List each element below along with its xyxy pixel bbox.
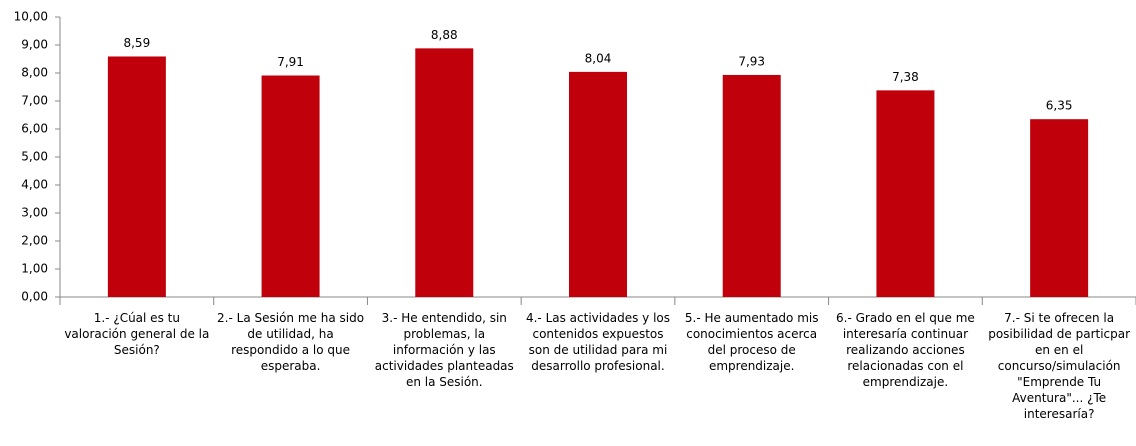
y-tick-label: 1,00 [21, 262, 48, 276]
bar [261, 75, 320, 298]
x-tick-label: 6.- Grado en el que me interesaría conti… [836, 311, 975, 389]
y-tick-label: 6,00 [21, 122, 48, 136]
bar [415, 48, 474, 297]
y-tick-label: 2,00 [21, 234, 48, 248]
x-tick-label: 2.- La Sesión me ha sido de utilidad, ha… [217, 311, 365, 373]
value-label: 8,88 [431, 28, 458, 42]
value-label: 7,38 [892, 70, 919, 84]
y-tick-label: 4,00 [21, 178, 48, 192]
y-tick-label: 10,00 [14, 10, 48, 24]
value-label: 7,91 [277, 55, 304, 69]
y-tick-label: 0,00 [21, 290, 48, 304]
bar [107, 56, 166, 298]
x-tick-label: 1.- ¿Cúal es tu valoración general de la… [64, 311, 210, 357]
bar [569, 71, 627, 297]
y-tick-label: 9,00 [21, 38, 48, 52]
x-tick-label: 4.- Las actividades y los contenidos exp… [525, 311, 670, 373]
bar [1030, 119, 1089, 297]
value-label: 6,35 [1046, 99, 1073, 113]
y-tick-label: 8,00 [21, 66, 48, 80]
x-tick-label: 3.- He entendido, sin problemas, la info… [374, 311, 514, 389]
y-tick-label: 3,00 [21, 206, 48, 220]
bar [722, 74, 781, 298]
x-tick-label: 5.- He aumentado mis conocimientos acerc… [684, 311, 819, 373]
bar [876, 90, 935, 297]
value-label: 8,59 [123, 36, 150, 50]
y-tick-label: 7,00 [21, 94, 48, 108]
value-label: 7,93 [738, 54, 765, 68]
y-tick-label: 5,00 [21, 150, 48, 164]
value-label: 8,04 [585, 51, 612, 65]
x-tick-label: 7.- Si te ofrecen la posibilidad de part… [988, 311, 1131, 421]
